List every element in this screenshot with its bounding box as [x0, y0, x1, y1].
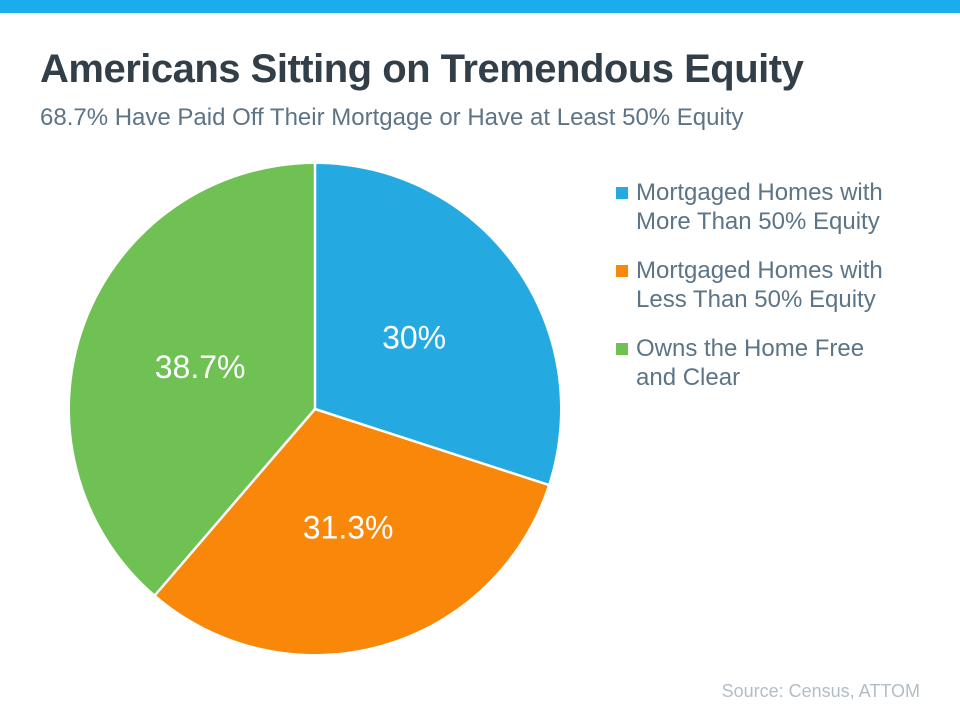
pie-chart: 30% 31.3% 38.7%: [69, 164, 561, 655]
top-accent-bar: [0, 0, 960, 13]
page-title: Americans Sitting on Tremendous Equity: [40, 47, 804, 91]
legend-item-3: Owns the Home Free and Clear: [616, 334, 883, 392]
legend-item-label: Owns the Home Free and Clear: [636, 335, 865, 391]
legend-swatch-icon: [616, 187, 628, 199]
legend-item-2: Mortgaged Homes with Less Than 50% Equit…: [616, 256, 883, 314]
pie-slice-1: [315, 164, 561, 485]
pie-slice-3: [69, 164, 316, 595]
legend-swatch-icon: [616, 343, 628, 355]
pie-slice-separator: [154, 408, 316, 596]
page-subtitle: 68.7% Have Paid Off Their Mortgage or Ha…: [40, 104, 744, 131]
source-note: Source: Census, ATTOM: [721, 681, 920, 701]
pie-slice-label: 31.3%: [303, 510, 394, 546]
legend-swatch-icon: [616, 265, 628, 277]
legend-item-label: Mortgaged Homes with Less Than 50% Equit…: [636, 257, 883, 313]
chart-legend: Mortgaged Homes with More Than 50% Equit…: [616, 178, 883, 412]
pie-slice-label: 38.7%: [155, 349, 246, 385]
legend-item-1: Mortgaged Homes with More Than 50% Equit…: [616, 178, 883, 236]
pie-slice-2: [155, 409, 549, 655]
pie-slice-label: 30%: [382, 320, 446, 356]
pie-slice-separator: [314, 407, 549, 486]
legend-item-label: Mortgaged Homes with More Than 50% Equit…: [636, 179, 883, 235]
